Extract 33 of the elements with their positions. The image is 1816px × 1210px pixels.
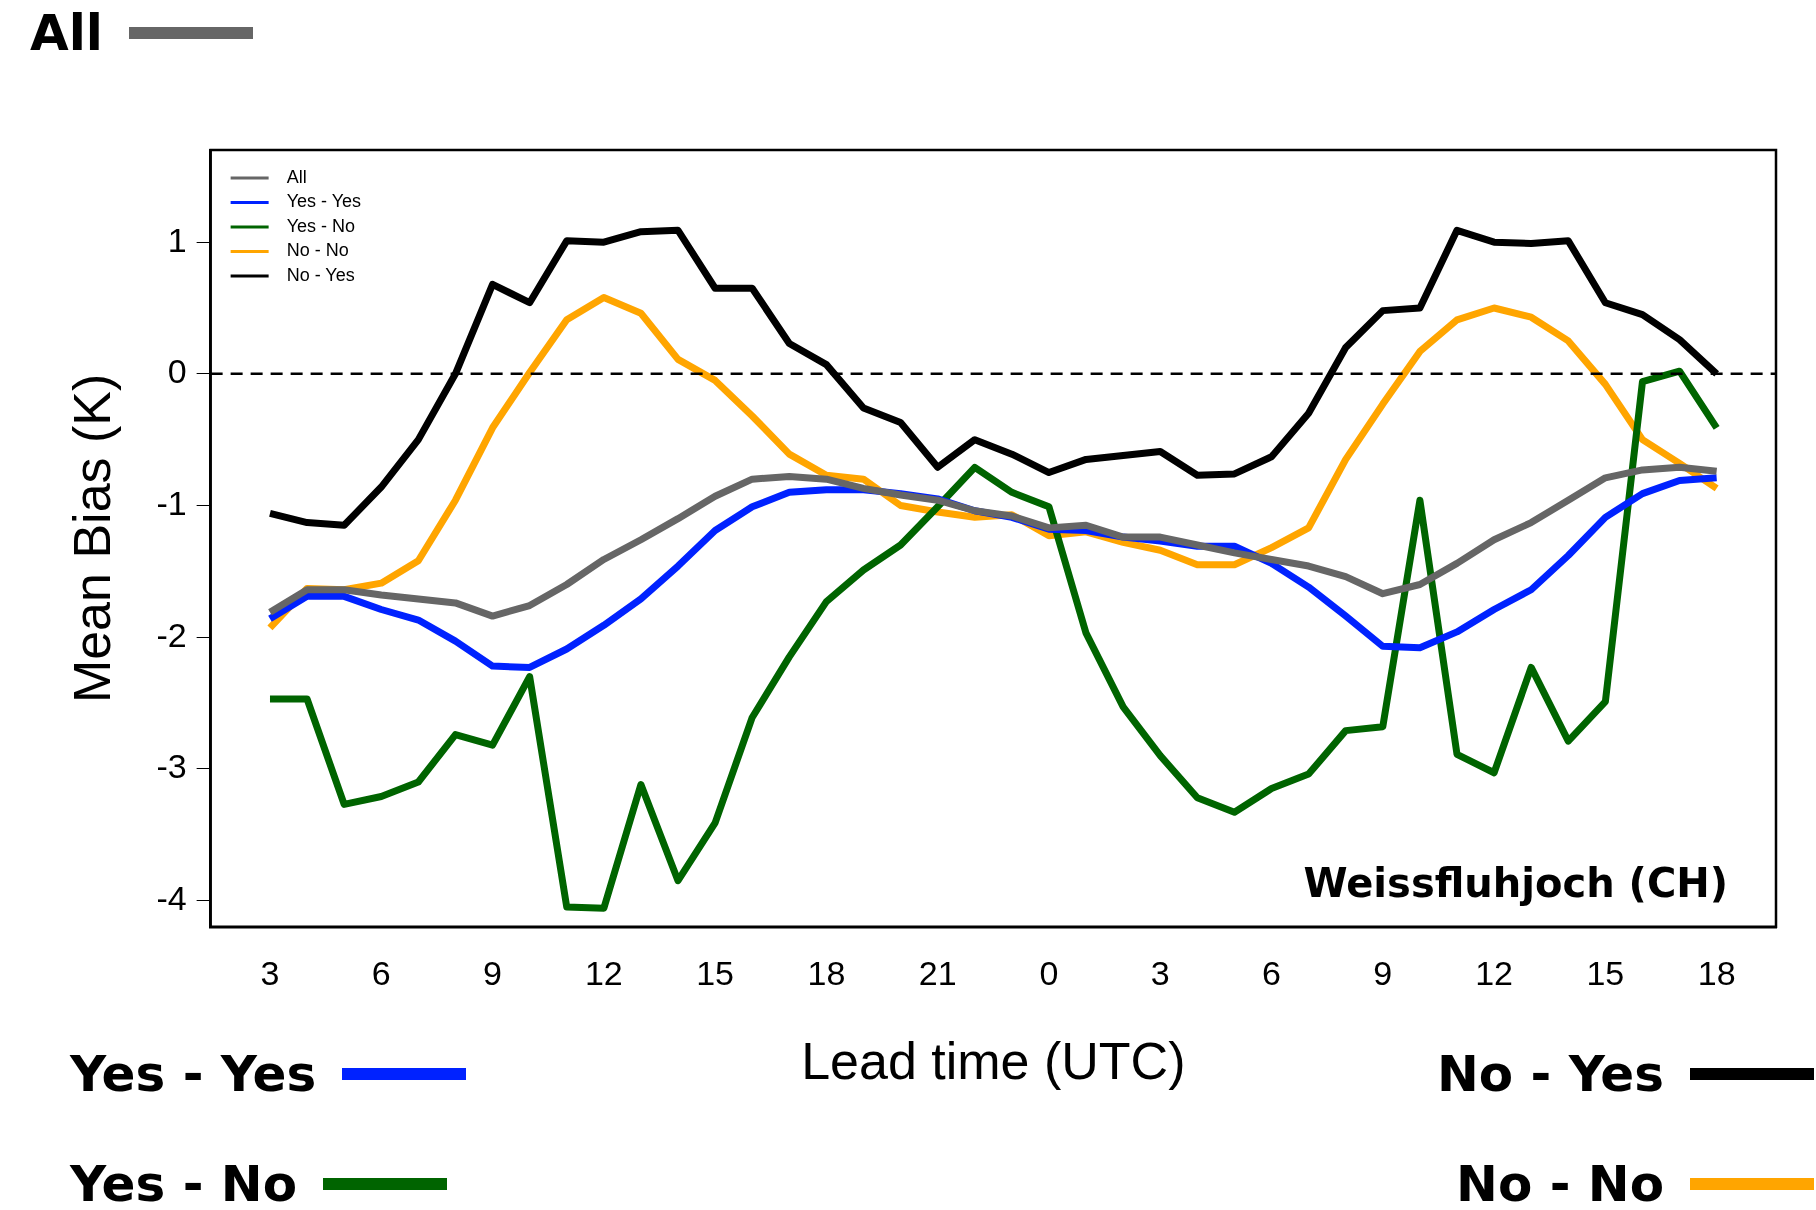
y-axis-title: Mean Bias (K) [62, 373, 121, 704]
y-tick-label: -4 [156, 878, 187, 917]
y-tick-label: 1 [167, 220, 187, 259]
x-tick-label: 12 [584, 953, 623, 992]
text: No - Yes [1436, 1045, 1664, 1103]
legend-label: Yes - No [286, 215, 356, 236]
y-tick-label: 0 [167, 352, 187, 391]
text: Yes - Yes [70, 1045, 317, 1103]
x-tick-label: 15 [1586, 953, 1625, 992]
x-tick-label: 9 [483, 953, 503, 992]
x-tick-label: 3 [1150, 953, 1170, 992]
legend-label: Yes - Yes [286, 191, 362, 212]
legend-label: All [286, 166, 307, 187]
x-tick-label: 9 [1373, 953, 1393, 992]
text: Yes - No [70, 1155, 298, 1210]
x-tick-label: 12 [1475, 953, 1513, 992]
x-tick-label: 0 [1039, 953, 1059, 992]
y-tick-label: -2 [156, 615, 187, 654]
text: No - No [1456, 1155, 1664, 1210]
text: All [30, 4, 103, 62]
x-tick-label: 21 [918, 953, 957, 992]
x-tick-label: 6 [1262, 953, 1281, 992]
legend-label: No - Yes [286, 264, 355, 285]
x-tick-label: 18 [807, 953, 846, 992]
x-axis-title: Lead time (UTC) [801, 1032, 1186, 1091]
y-tick-label: -3 [156, 747, 187, 786]
x-tick-label: 15 [696, 953, 735, 992]
annotation: Weissfluhjoch (CH) [1303, 859, 1728, 906]
x-tick-label: 6 [371, 953, 391, 992]
legend-label: No - No [286, 240, 349, 261]
y-tick-label: -1 [156, 483, 187, 522]
x-tick-label: 18 [1697, 953, 1736, 992]
x-tick-label: 3 [260, 953, 280, 992]
